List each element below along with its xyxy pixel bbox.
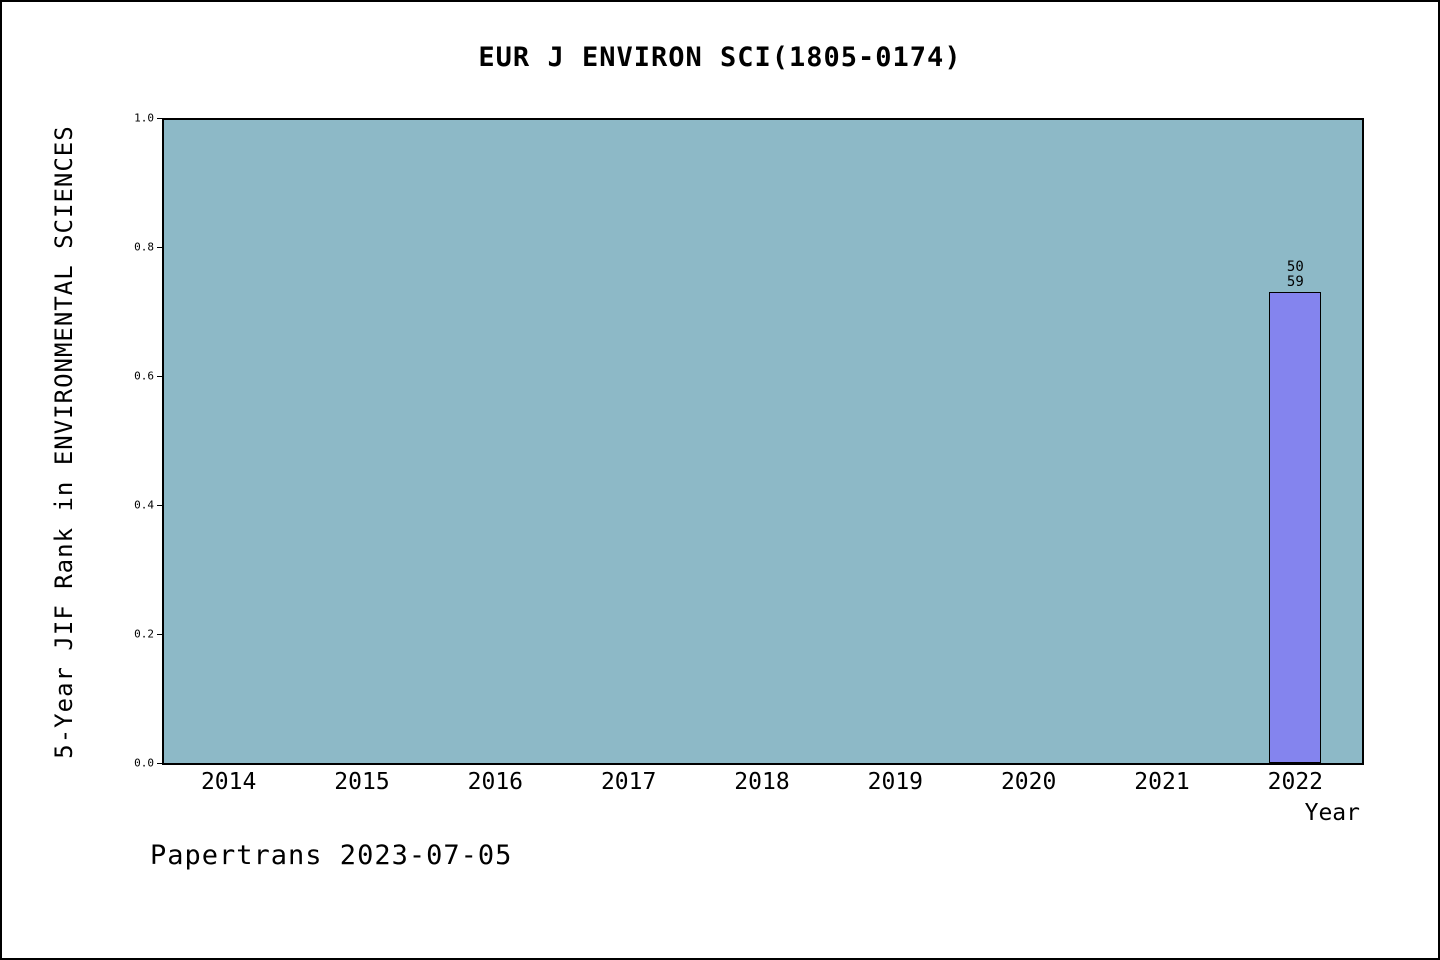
y-tick-label: 0.6: [134, 369, 154, 383]
bar-value-annotation: 50 59: [1286, 259, 1304, 291]
x-axis-label: Year: [1304, 800, 1360, 826]
y-tick-label: 0.0: [134, 756, 154, 770]
y-tick-mark: [157, 634, 164, 635]
y-tick-label: 0.8: [134, 240, 154, 254]
y-tick-mark: [157, 376, 164, 377]
y-tick-label: 0.2: [134, 627, 154, 641]
x-tick-label: 2022: [1267, 769, 1324, 795]
x-tick-label: 2015: [334, 769, 390, 795]
x-tick-label: 2018: [734, 769, 790, 795]
footer-watermark: Papertrans 2023-07-05: [150, 840, 513, 871]
y-tick-label: 1.0: [134, 111, 154, 125]
x-tick-label: 2020: [1000, 769, 1057, 795]
x-tick-label: 2017: [600, 769, 657, 795]
y-tick-mark: [157, 118, 164, 119]
y-axis-label: 5-Year JIF Rank in ENVIRONMENTAL SCIENCE…: [50, 125, 78, 759]
x-tick-label: 2019: [867, 769, 924, 795]
x-tick-label: 2016: [467, 769, 524, 795]
bar-2022: [1269, 292, 1322, 763]
chart-title: EUR J ENVIRON SCI(1805-0174): [478, 42, 962, 73]
x-tick-label: 2021: [1134, 769, 1190, 795]
plot-area: [162, 118, 1364, 765]
y-tick-label: 0.4: [134, 498, 154, 512]
y-tick-mark: [157, 247, 164, 248]
x-tick-label: 2014: [200, 769, 257, 795]
y-tick-mark: [157, 505, 164, 506]
y-tick-mark: [157, 763, 164, 764]
